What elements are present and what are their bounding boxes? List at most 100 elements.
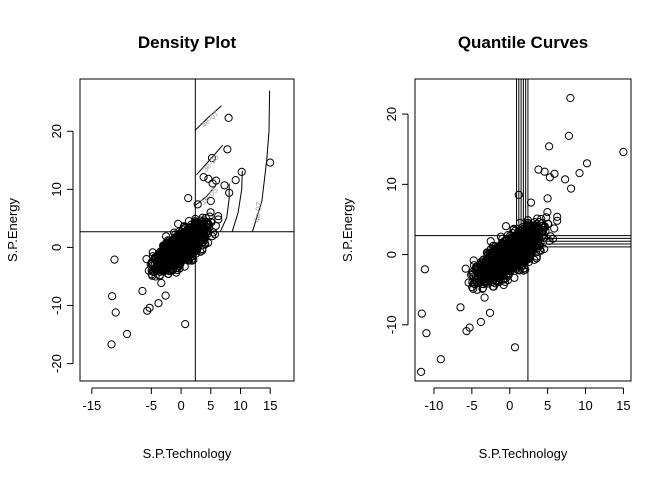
data-point <box>107 340 116 349</box>
quantile-curves-panel: Quantile Curves S.P.Technology S.P.Energ… <box>340 33 632 461</box>
data-point <box>184 194 193 203</box>
data-point <box>462 327 471 336</box>
data-point <box>110 255 119 264</box>
data-point <box>223 145 232 154</box>
data-point <box>461 264 470 273</box>
density-plot-panel: Density Plot S.P.Technology S.P.Energy 4… <box>5 33 295 461</box>
data-point <box>501 241 511 250</box>
data-point <box>179 238 188 247</box>
x-tick-label: 5 <box>207 398 214 413</box>
y-tick-label: 0 <box>384 251 399 258</box>
contour-label: 4e-07 <box>253 201 264 223</box>
data-point <box>483 248 492 257</box>
density-plot-ylabel: S.P.Energy <box>5 197 20 262</box>
x-tick-label: -15 <box>82 398 101 413</box>
x-tick-label: 15 <box>616 398 630 413</box>
data-point <box>143 306 152 315</box>
data-point <box>148 261 157 270</box>
x-tick-label: -10 <box>425 398 444 413</box>
x-tick-label: 0 <box>506 398 513 413</box>
data-point <box>535 241 544 251</box>
plot-area: 4e-07 3e-06 1e-05 4e-07 <box>80 79 294 381</box>
x-tick-label: 0 <box>177 398 184 413</box>
data-point <box>567 184 576 193</box>
data-point <box>266 158 275 167</box>
x-tick-label: 10 <box>233 398 247 413</box>
data-point <box>199 173 208 182</box>
data-point <box>483 254 492 263</box>
data-point <box>162 250 171 259</box>
data-point <box>543 208 552 217</box>
x-tick-label: 10 <box>578 398 592 413</box>
data-point <box>161 291 170 300</box>
data-point <box>526 198 536 207</box>
data-point <box>619 147 628 157</box>
x-tick-label: 15 <box>263 398 277 413</box>
data-point <box>533 214 542 223</box>
data-point <box>534 225 543 234</box>
data-point <box>171 246 180 255</box>
data-point <box>417 309 426 318</box>
x-tick-label: -5 <box>466 398 478 413</box>
data-point <box>214 212 223 221</box>
data-point <box>510 255 520 264</box>
data-point <box>553 212 562 221</box>
data-point <box>487 258 496 267</box>
data-point <box>480 261 489 270</box>
density-contour <box>194 105 222 131</box>
data-point <box>231 176 240 185</box>
data-point <box>508 232 518 241</box>
data-point <box>477 273 486 282</box>
data-point <box>456 303 465 312</box>
quantile-curves-xlabel: S.P.Technology <box>479 446 568 461</box>
quantile-curves-title: Quantile Curves <box>458 33 588 52</box>
data-point <box>150 253 159 262</box>
data-point <box>163 260 172 269</box>
data-point <box>534 165 543 174</box>
data-point <box>564 131 574 140</box>
data-point <box>149 267 158 276</box>
data-point <box>470 279 479 288</box>
data-point <box>422 329 431 338</box>
data-point <box>167 262 176 271</box>
data-point <box>417 367 426 376</box>
data-point <box>436 355 445 364</box>
data-point <box>472 263 481 272</box>
data-point <box>197 220 206 230</box>
data-point <box>517 242 526 252</box>
contour-label: 3e-06 <box>200 152 221 174</box>
scatter-points <box>417 93 628 376</box>
y-tick-label: -10 <box>384 315 399 334</box>
plot-area <box>415 79 631 381</box>
data-point <box>157 278 166 288</box>
data-point <box>183 252 192 261</box>
data-point <box>546 232 555 241</box>
data-point <box>514 238 523 248</box>
data-point <box>178 242 187 251</box>
data-point <box>207 153 217 163</box>
data-point <box>487 248 496 257</box>
data-point <box>476 317 485 327</box>
data-point <box>159 267 168 276</box>
data-point <box>224 113 233 123</box>
y-tick-label: 20 <box>49 124 64 138</box>
scatter-points <box>107 113 275 349</box>
data-point <box>543 194 552 203</box>
data-point <box>204 174 213 183</box>
data-point <box>211 221 220 230</box>
data-point <box>208 232 217 241</box>
data-point <box>509 244 518 253</box>
data-point <box>197 241 206 250</box>
data-point <box>203 223 212 232</box>
data-point <box>537 214 546 224</box>
data-point <box>540 222 549 231</box>
data-point <box>498 254 507 263</box>
data-point <box>183 233 193 242</box>
density-contour <box>251 90 271 232</box>
data-point <box>196 226 205 235</box>
data-point <box>532 223 541 232</box>
data-point <box>513 261 522 270</box>
data-point <box>582 159 592 168</box>
data-point <box>510 343 520 352</box>
